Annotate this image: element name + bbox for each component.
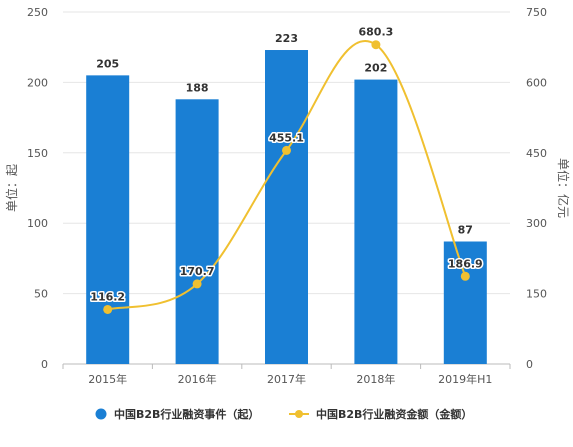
bar: [175, 99, 219, 365]
y-tick-label: 250: [27, 6, 48, 19]
axes: 单位：起 单位：亿元 0 50 100 150 200 250 0 150 300 450 600 7…: [4, 6, 571, 386]
y2-tick-label: 450: [526, 147, 547, 160]
y2-tick-label: 0: [526, 358, 533, 371]
x-tick-label: 2015年: [88, 372, 127, 386]
bar: [265, 50, 308, 365]
y2-axis-title: 单位：亿元: [556, 158, 571, 218]
legend-bar-marker: [95, 408, 107, 420]
y2-tick-label: 750: [526, 6, 547, 19]
y-tick-label: 150: [27, 147, 48, 160]
line-point: [103, 304, 113, 314]
bar: [443, 241, 487, 364]
y2-tick-label: 150: [526, 288, 547, 301]
bar-value-label: 223: [275, 32, 298, 45]
x-tick-label: 2016年: [178, 372, 217, 386]
legend-line-marker: [295, 410, 303, 418]
y2-tick-label: 300: [526, 217, 547, 230]
x-tick-label: 2018年: [356, 372, 395, 386]
bar-value-label: 87: [458, 224, 473, 237]
y-tick-label: 200: [27, 76, 48, 89]
line-value-label: 186.9: [448, 257, 483, 270]
line-path: [107, 40, 467, 311]
data-labels: 205 188 223 202 87 116.2 170.7 455.1 680.3 186.9: [89, 24, 484, 305]
line-value-label: 680.3: [359, 26, 394, 39]
x-tick-label: 2019年H1: [438, 372, 492, 386]
y-tick-label: 50: [34, 288, 48, 301]
line-point: [282, 145, 291, 155]
y-tick-label: 0: [41, 358, 48, 371]
line-point: [371, 40, 381, 50]
bar-series: [86, 50, 487, 365]
bar: [86, 75, 130, 365]
y2-tick-label: 600: [526, 76, 547, 89]
line-series: [103, 40, 470, 314]
x-tick-label: 2017年: [267, 372, 306, 386]
bar-value-label: 202: [364, 62, 387, 75]
line-value-label: 455.1: [269, 131, 304, 144]
legend-bar-label: 中国B2B行业融资事件（起）: [114, 407, 259, 421]
bar: [354, 79, 398, 365]
line-point: [192, 279, 202, 289]
line-value-label: 116.2: [90, 290, 125, 303]
line-value-label: 170.7: [180, 265, 215, 278]
legend: 中国B2B行业融资事件（起） 中国B2B行业融资金额（金额）: [95, 407, 472, 421]
y-tick-label: 100: [27, 217, 48, 230]
legend-line-label: 中国B2B行业融资金额（金额）: [316, 407, 472, 421]
bar-value-label: 188: [186, 81, 209, 94]
bar-value-label: 205: [96, 57, 119, 70]
y-axis-title: 单位：起: [4, 164, 19, 212]
line-point: [460, 271, 470, 281]
